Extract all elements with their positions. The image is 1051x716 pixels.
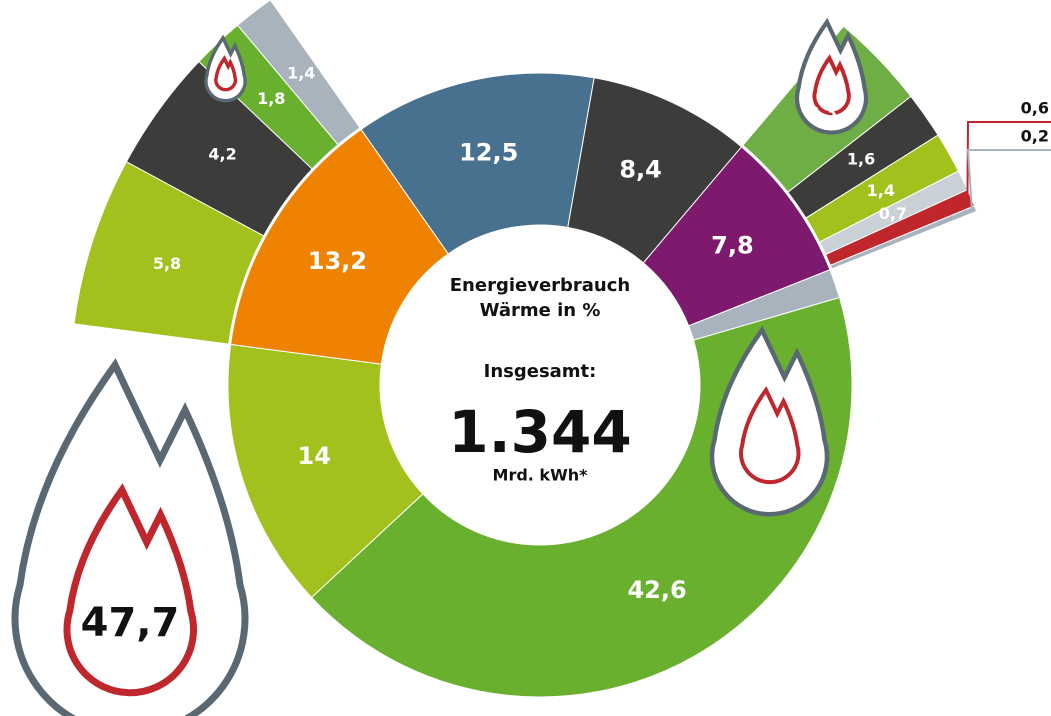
leader-line	[966, 149, 1051, 211]
chart-title: Wärme in %	[480, 300, 601, 321]
sub-segment-label: 3,3	[809, 103, 837, 122]
sub-segment-label: 1,8	[257, 89, 285, 108]
big-flame-icon	[15, 365, 245, 716]
sub-segment-label: 0,6	[1021, 99, 1049, 118]
sub-segment-label: 4,2	[208, 145, 236, 164]
segment-label: 12,5	[459, 139, 518, 167]
unit: Mrd. kWh*	[493, 466, 589, 485]
segment-label: 13,2	[308, 247, 367, 275]
segment-label: 8,4	[619, 155, 662, 183]
segment-label: 14	[298, 442, 331, 470]
sub-segment	[829, 205, 978, 270]
donut-hole	[380, 225, 700, 545]
sub-segment-label: 0,2	[1021, 127, 1049, 146]
annotation: 47,7	[81, 600, 180, 646]
total-label: Insgesamt:	[484, 361, 597, 382]
sub-segment-label: 1,4	[867, 181, 895, 200]
sub-segment-label: 1,4	[287, 64, 315, 83]
chart-title: Energieverbrauch	[450, 275, 630, 296]
sub-segment-label: 1,6	[847, 150, 875, 169]
sub-segment-label: 5,8	[153, 254, 181, 273]
leader-line	[966, 121, 1051, 200]
segment-label: 7,8	[711, 232, 754, 260]
rings	[73, 0, 1051, 698]
segment-label: 42,6	[627, 576, 686, 604]
sub-segment-label: 0,7	[879, 204, 907, 223]
sub-segment	[236, 0, 361, 146]
total: 1.344	[448, 398, 631, 466]
